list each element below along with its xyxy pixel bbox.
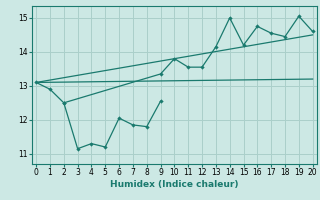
X-axis label: Humidex (Indice chaleur): Humidex (Indice chaleur) <box>110 180 239 189</box>
